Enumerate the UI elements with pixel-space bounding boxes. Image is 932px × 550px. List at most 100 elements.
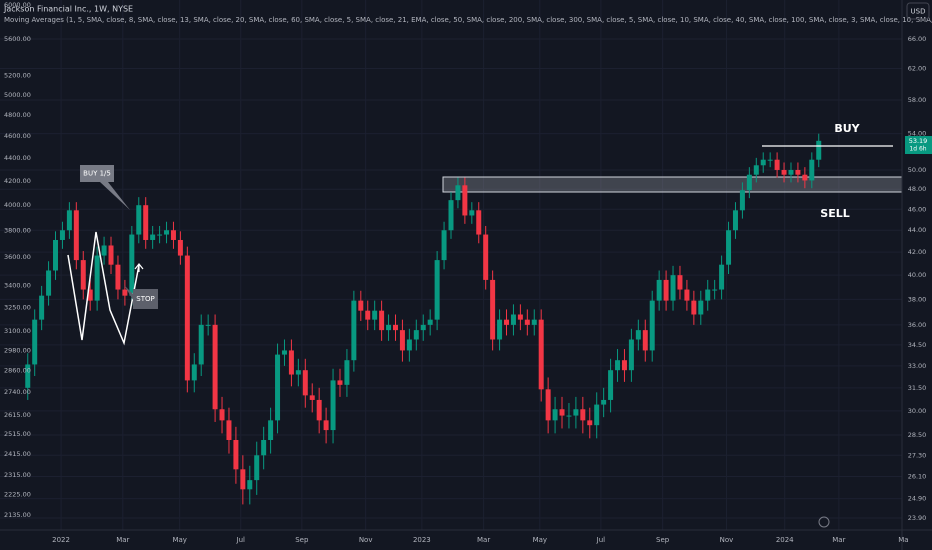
x-tick-label: 2022 (52, 536, 70, 544)
candle-body (691, 300, 697, 315)
candle-body (379, 310, 385, 331)
candle-body (143, 205, 149, 240)
candle-body (316, 399, 322, 421)
candle-body (441, 230, 447, 261)
candle-body (240, 469, 246, 490)
y-tick-label: 34.50 (908, 341, 927, 349)
candle-body (108, 245, 114, 265)
candle-body (413, 330, 419, 340)
y-tick-label: 42.00 (908, 248, 927, 256)
candle-body (580, 409, 586, 421)
y-tick-label: 58.00 (908, 96, 927, 104)
y-tick-label: 50.00 (908, 166, 927, 174)
candle-body (73, 210, 79, 261)
y2-tick-label: 3100.00 (4, 327, 31, 335)
y-tick-label: 24.90 (908, 495, 927, 503)
y2-tick-label: 2315.00 (4, 471, 31, 479)
candle-body (66, 210, 72, 231)
y2-tick-label: 3250.00 (4, 304, 31, 312)
candle-body (392, 324, 398, 331)
candle-body (760, 159, 766, 166)
y-tick-label: 27.30 (908, 451, 927, 459)
candle-body (587, 420, 593, 426)
candle-body (275, 354, 281, 421)
candle-body (781, 169, 787, 175)
y-tick-label: 36.00 (908, 321, 927, 329)
candle-body (386, 324, 392, 331)
y-tick-label: 28.50 (908, 431, 927, 439)
candle-body (164, 230, 170, 235)
time-axis (0, 530, 932, 550)
candle-body (726, 230, 732, 265)
candle-body (406, 339, 412, 351)
y2-tick-label: 2980.00 (4, 346, 31, 354)
candle-body (795, 169, 801, 175)
y-tick-label: 26.10 (908, 472, 927, 480)
stop-label: STOP (136, 295, 154, 303)
candle-body (788, 169, 794, 175)
x-tick-label: Jul (236, 536, 246, 544)
w-pattern (67, 231, 140, 346)
x-tick-label: Mar (832, 536, 845, 544)
candle-body (184, 255, 190, 381)
candle-body (198, 324, 204, 365)
candle-body (767, 159, 773, 161)
candle-body (94, 255, 100, 301)
candle-body (323, 420, 329, 431)
title: Jackson Financial Inc., 1W, NYSE (3, 5, 133, 14)
last-price: 53.19 (909, 137, 928, 145)
axis-labels: 66.00 62.00 58.00 54.00 50.00 48.00 46.00 44.00… (4, 1, 926, 544)
candle-body (497, 319, 503, 340)
candle-body (177, 239, 183, 256)
y-tick-label: 38.00 (908, 295, 927, 303)
candle-body (212, 324, 218, 410)
candle-body (80, 260, 86, 290)
candle-body (621, 360, 627, 371)
y2-tick-label: 4200.00 (4, 177, 31, 185)
y2-tick-label: 4600.00 (4, 132, 31, 140)
y2-tick-label: 3600.00 (4, 253, 31, 261)
candle-body (136, 205, 142, 235)
currency-box (906, 2, 930, 20)
candle-body (205, 324, 211, 326)
y2-tick-label: 4800.00 (4, 111, 31, 119)
candle-body (25, 364, 31, 388)
candle-body (642, 330, 648, 351)
candle-body (517, 314, 523, 320)
candle-body (302, 370, 308, 396)
x-tick-label: Sep (656, 536, 670, 544)
candle-body (774, 159, 780, 170)
candle-body (330, 380, 336, 431)
candle-body (233, 440, 239, 470)
y-tick-label: 31.50 (908, 384, 927, 392)
candle-body (46, 270, 52, 296)
candle-body (802, 174, 808, 181)
y-tick-label: 33.00 (908, 362, 927, 370)
candle-body (809, 159, 815, 181)
x-tick-label: Nov (720, 536, 734, 544)
y-tick-label: 62.00 (908, 65, 927, 73)
y2-tick-label: 2135.00 (4, 511, 31, 519)
y2-tick-label: 6000.00 (4, 1, 31, 9)
y-tick-label: 23.90 (908, 514, 927, 522)
y2-tick-label: 4000.00 (4, 201, 31, 209)
candle-body (39, 295, 45, 320)
buy-callout (80, 165, 130, 210)
price-tag (905, 136, 932, 154)
stop-callout (124, 285, 158, 309)
candle-body (170, 230, 176, 240)
y2-tick-label: 2225.00 (4, 491, 31, 499)
buy-label: BUY (834, 122, 860, 135)
candle-body (615, 360, 621, 371)
candle-body (601, 399, 607, 405)
x-tick-label: Sep (295, 536, 309, 544)
candle-body (712, 289, 718, 291)
candle-body (649, 300, 655, 351)
candle-body (531, 319, 537, 325)
x-tick-label: Jul (596, 536, 606, 544)
candle-body (732, 210, 738, 231)
y-tick-label: 40.00 (908, 271, 927, 279)
y2-tick-label: 3800.00 (4, 226, 31, 234)
candle-body (739, 190, 745, 211)
